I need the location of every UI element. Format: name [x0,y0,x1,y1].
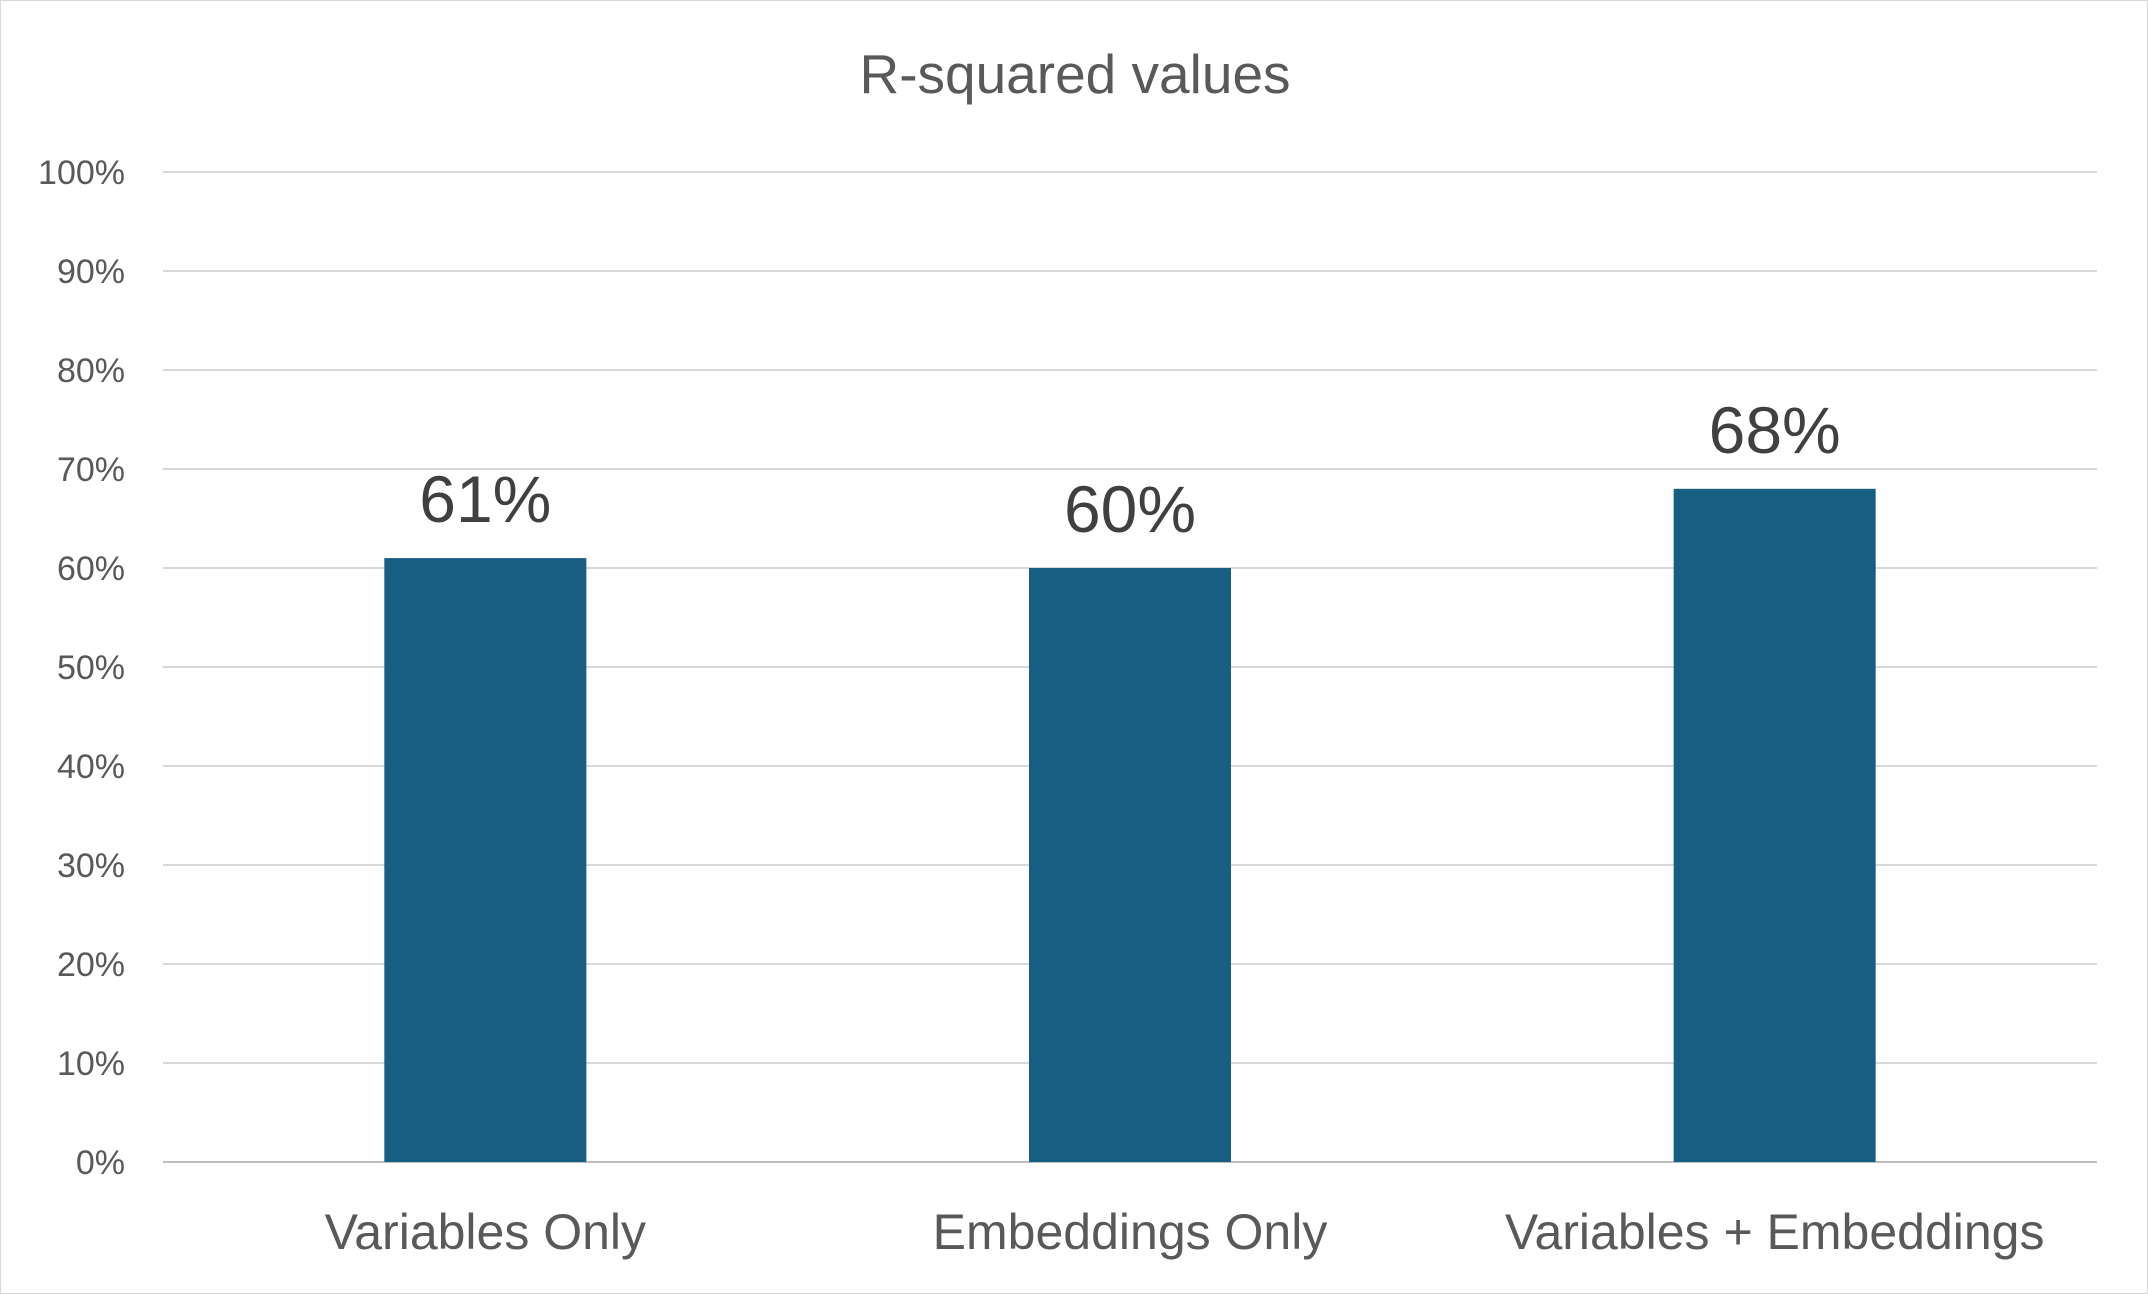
bar [1673,488,1876,1162]
y-tick-label: 70% [57,451,125,489]
y-tick-label: 60% [57,550,125,588]
y-tick-label: 80% [57,352,125,390]
y-tick-label: 100% [38,154,125,192]
y-tick-label: 0% [76,1144,125,1182]
y-tick-label: 40% [57,748,125,786]
data-label: 68% [1709,393,1841,467]
chart-title: R-squared values [859,43,1290,105]
category-label: Embeddings Only [933,1204,1328,1260]
bars [384,488,1876,1162]
data-label: 60% [1064,472,1196,546]
y-tick-label: 30% [57,847,125,885]
category-label: Variables + Embeddings [1505,1204,2045,1260]
y-tick-label: 50% [57,649,125,687]
data-labels: 61% 60% 68% [419,393,1840,546]
data-label: 61% [419,462,551,536]
x-axis-category-labels: Variables Only Embeddings Only Variables +… [325,1204,2045,1260]
y-tick-label: 20% [57,946,125,984]
category-label: Variables Only [325,1204,646,1260]
y-axis-tick-labels: 0% 10% 20% 30% 40% 50% 60% 70% 80% 90% 100% [38,154,125,1182]
y-tick-label: 90% [57,253,125,291]
bar [1029,568,1231,1162]
y-tick-label: 10% [57,1045,125,1083]
bar [384,558,587,1162]
